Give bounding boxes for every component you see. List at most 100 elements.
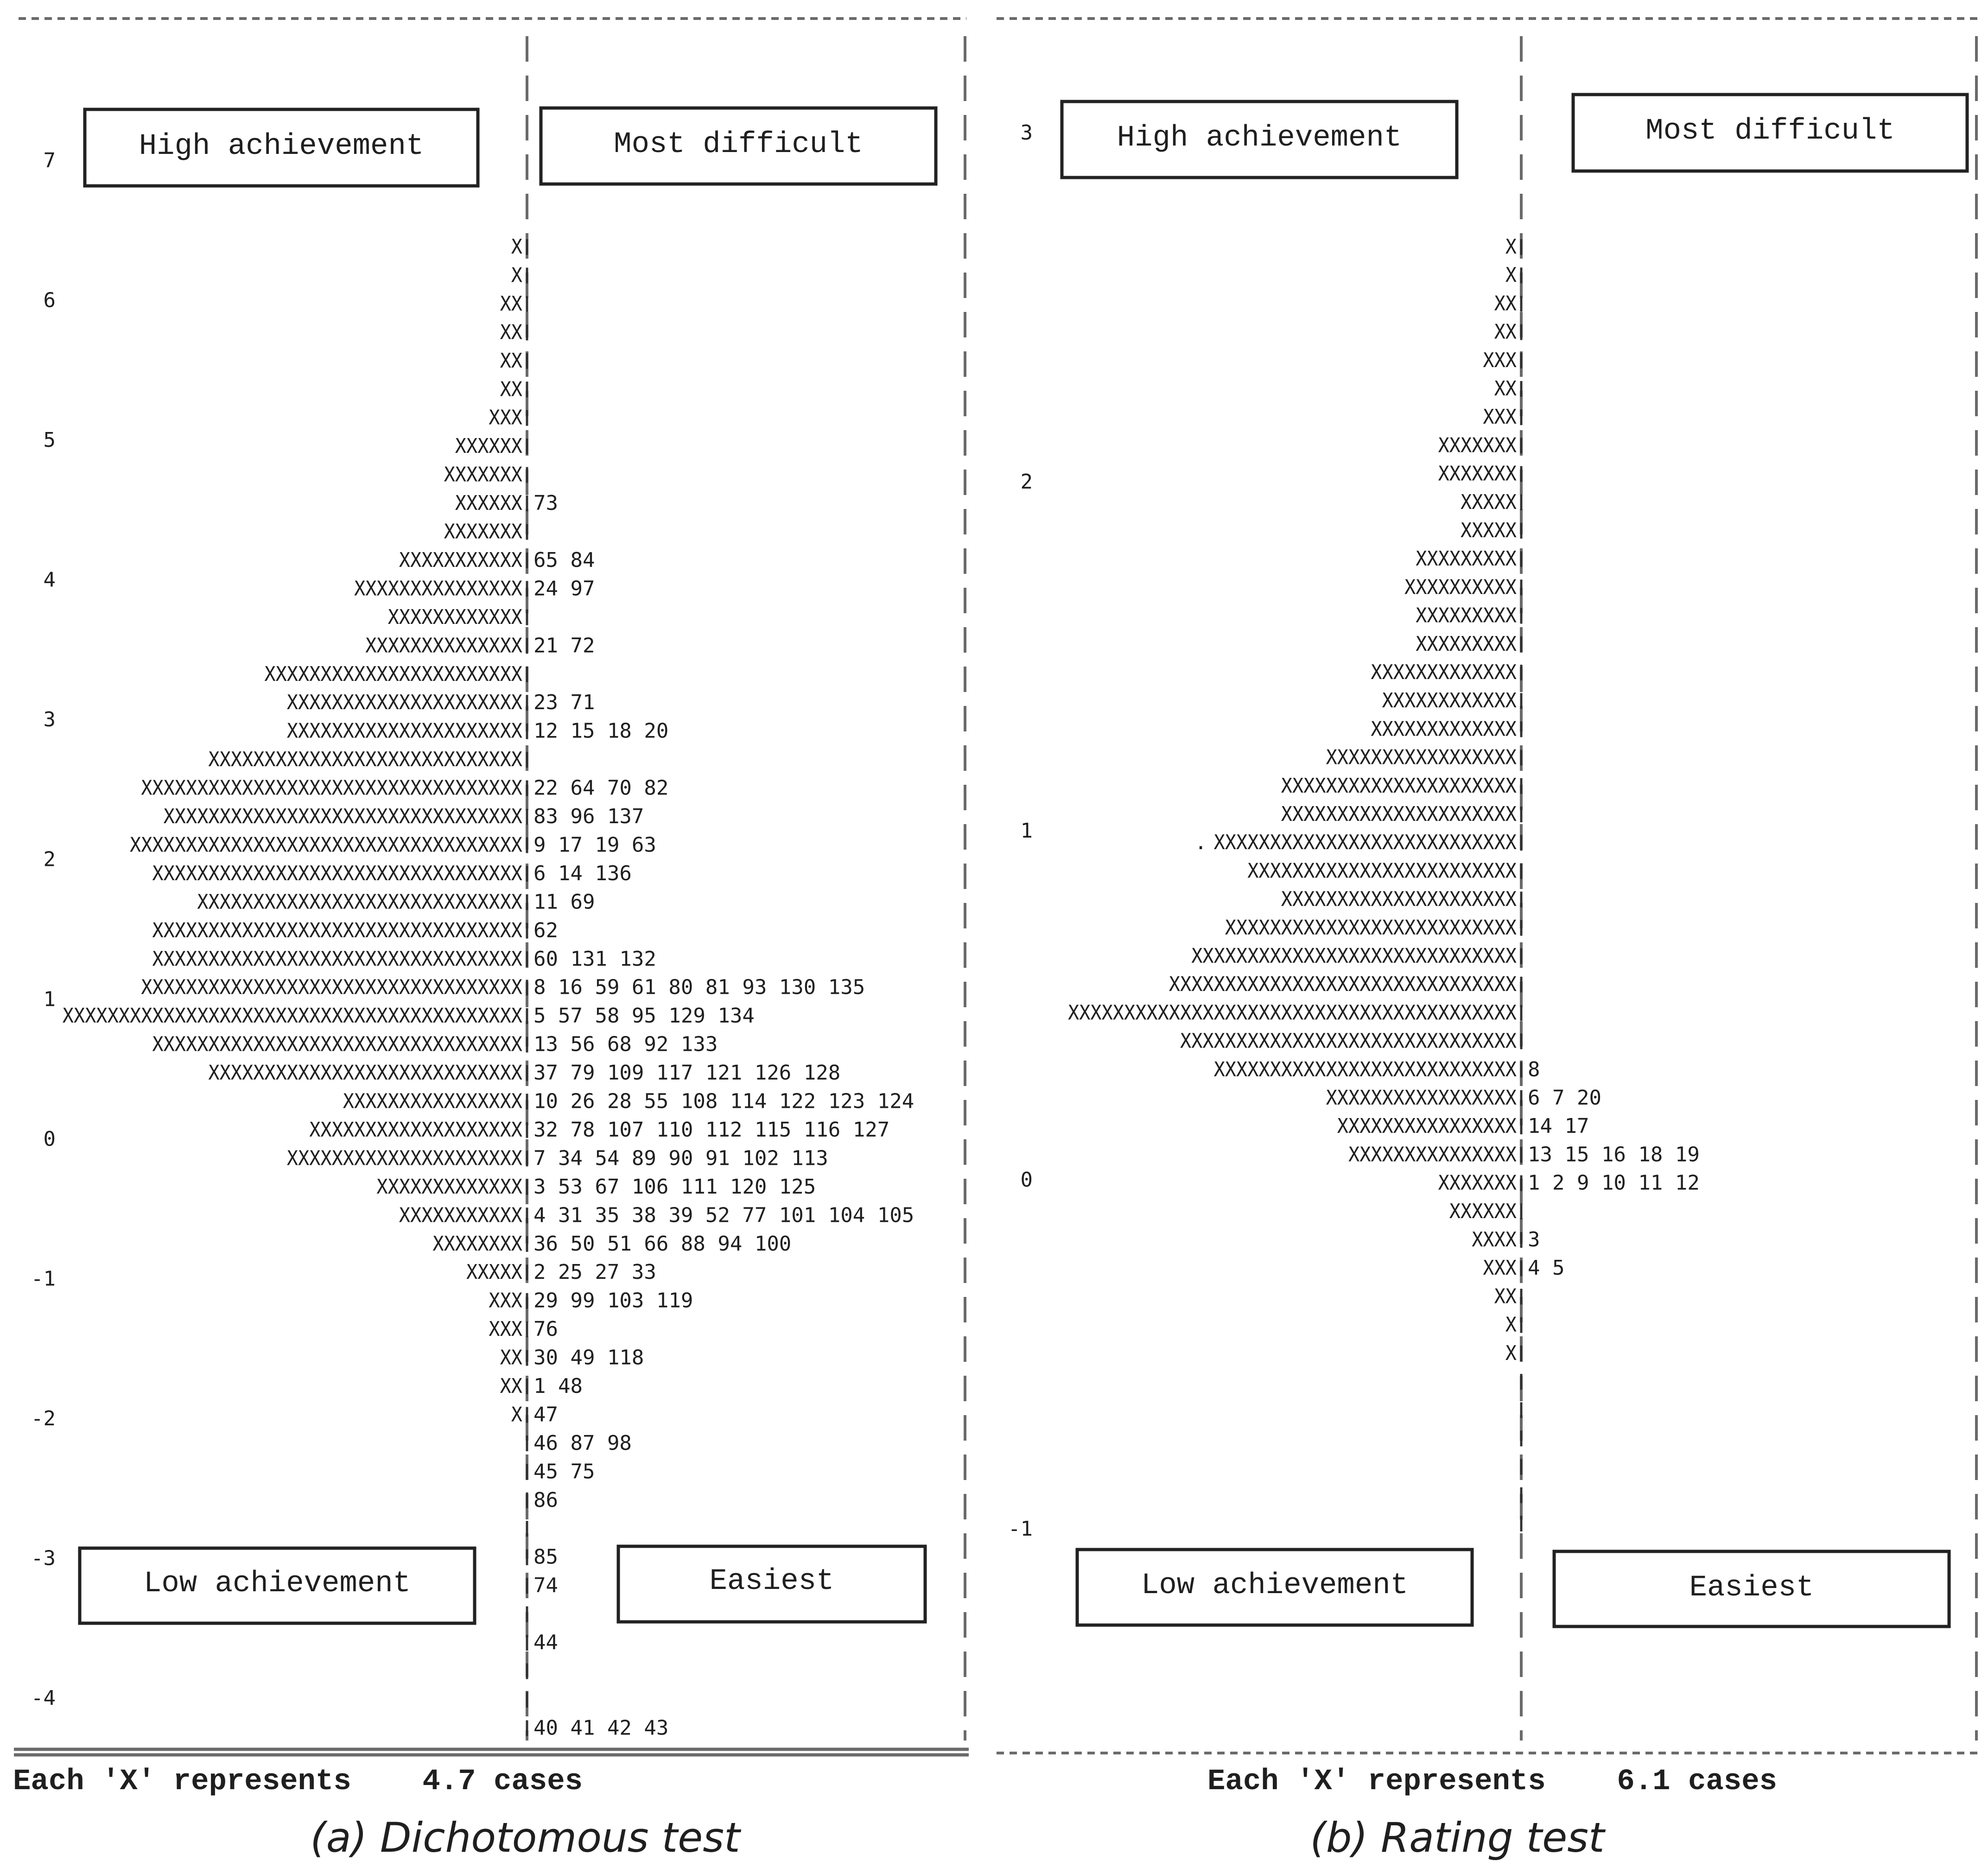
panel-b-easiest-label: Easiest bbox=[1689, 1571, 1814, 1605]
panel-b-person-bar: X bbox=[1505, 235, 1517, 259]
panel-a-row: XX bbox=[500, 320, 528, 344]
panel-a-row: XXXXXXXXXXXXXXXXXXXXXXXXXXXXXXXX 83 96 13… bbox=[164, 805, 644, 828]
panel-b-person-bar: XXXXXXXXXXXXXXXXXXXXX bbox=[1281, 774, 1517, 798]
panel-a-row: 44 bbox=[526, 1631, 558, 1654]
panel-b-person-bar: XXXXXXXXXXXXXXXXXXXXX bbox=[1281, 888, 1517, 911]
panel-b-row: XXXXXXXXXXXXXXXXXXXXXXXXXXXXX bbox=[1191, 944, 1523, 968]
panel-a-item-numbers: 86 bbox=[534, 1488, 558, 1512]
panel-b-row: XXXXXXXXX bbox=[1416, 547, 1523, 571]
panel-b-row: XXXXXXX bbox=[1438, 462, 1523, 486]
panel-b-person-bar: XXXXXXXXXXXXXXXXXXXXX bbox=[1281, 802, 1517, 826]
panel-b-person-bar: X bbox=[1505, 1313, 1517, 1337]
panel-a-person-bar: XXXXXX bbox=[455, 434, 523, 458]
panel-a-row: XXXXXXXXXXXXXXXXXXX 32 78 107 110 112 115… bbox=[309, 1118, 889, 1142]
panel-b-person-bar: X bbox=[1505, 1341, 1517, 1365]
panel-b-row: XXXXXX bbox=[1449, 1200, 1523, 1223]
panel-b-label-boxes: High achievement Most difficult Low achi… bbox=[1060, 93, 1969, 1628]
panel-b-row: X bbox=[1505, 235, 1523, 259]
panel-b-row: XXXXXXXXXXXX bbox=[1382, 689, 1523, 712]
panel-b-item-numbers: 4 5 bbox=[1528, 1256, 1564, 1280]
panel-a-item-numbers: 40 41 42 43 bbox=[534, 1716, 668, 1740]
panel-a-person-bar: XXXXXXXXXXXXX bbox=[376, 1175, 522, 1199]
panel-b-item-numbers: 13 15 16 18 19 bbox=[1528, 1143, 1700, 1166]
panel-a-item-numbers: 7 34 54 89 90 91 102 113 bbox=[534, 1146, 828, 1170]
panel-b-row: XX bbox=[1494, 1284, 1523, 1308]
panel-a-easiest-box bbox=[616, 1544, 927, 1624]
panel-a-easiest-label: Easiest bbox=[710, 1565, 834, 1598]
panel-b-rows: XXXXXXXXXXXXXXXXXXXXXXXXXXXXXXXXXXXXXXXX… bbox=[1068, 235, 1700, 1531]
panel-a-item-numbers: 45 75 bbox=[534, 1460, 595, 1483]
panel-a-item-numbers: 32 78 107 110 112 115 116 127 bbox=[534, 1118, 889, 1142]
panel-b-row: XXXXXXXXXXXXXXXXXXXXXXXXXXXXXX bbox=[1180, 1029, 1523, 1053]
panel-a-row: 86 bbox=[526, 1488, 558, 1512]
panel-a-row: XX 30 49 118 bbox=[500, 1346, 644, 1370]
panel-b-person-bar: XX bbox=[1494, 320, 1517, 344]
panel-a-row: XXXXXXXX 36 50 51 66 88 94 100 bbox=[432, 1232, 791, 1256]
panel-b-row: XXXXXXXXXXXXX bbox=[1371, 717, 1523, 741]
panel-a-y-tick-label: 1 bbox=[44, 987, 56, 1011]
panel-a-person-bar: XXXXXXXXXXXXXXXXXXXXXXXXXXXXXXXXX bbox=[152, 862, 522, 885]
panel-a-y-tick-label: 7 bbox=[44, 149, 56, 172]
panel-b-row: XXXXXXXXXXXXXXXXXXXXXXXXXX bbox=[1225, 916, 1523, 940]
panel-a-row: XXXXXXXXXXXXXXXXXXXXX 23 71 bbox=[287, 691, 595, 714]
panel-a-row: 45 75 bbox=[526, 1460, 595, 1483]
panel-a-item-numbers: 10 26 28 55 108 114 122 123 124 bbox=[534, 1090, 914, 1113]
panel-a-frame bbox=[14, 17, 969, 1757]
panel-b-row: X bbox=[1505, 1341, 1523, 1365]
panel-a-footer: Each 'X' represents 4.7 cases bbox=[13, 1765, 583, 1798]
panel-a-row: XXXXXXXXXXXXXXXXXXXXXXXXXXXXXXXXXXXXXXXX… bbox=[63, 1004, 755, 1028]
panel-a-item-numbers: 73 bbox=[534, 491, 558, 515]
panel-a-item-numbers: 3 53 67 106 111 120 125 bbox=[534, 1175, 816, 1199]
panel-a-person-bar: XXXXXXXXXXXXXXXXXXXXXXX bbox=[264, 662, 522, 686]
panel-b-row: XXXXXXXXXXXXX bbox=[1371, 661, 1523, 684]
panel-b-person-bar: XXXXXXXXXXXXXXXXXXXXXXXXXXX bbox=[1214, 1058, 1517, 1081]
panel-b-person-bar: XXX bbox=[1483, 349, 1517, 372]
panel-b-row: XXXXXXXXXXXXXXXXXXXXXXXXXXXXXXXXXXXXXXXX bbox=[1068, 1001, 1523, 1024]
panel-a-person-bar: XXXXXXXXXXXXXXXX bbox=[343, 1090, 523, 1113]
panel-a-person-bar: XXXXXXXXXXXXXXXXXXXXX bbox=[287, 691, 523, 714]
panel-a-item-numbers: 4 31 35 38 39 52 77 101 104 105 bbox=[534, 1203, 914, 1227]
panel-a-row: XXXXXXXXXXX 65 84 bbox=[399, 548, 595, 572]
panel-a-row: XXXXXXXXXXXXXXXXXXXXXXXXXXXXXXXXXXX 9 17 … bbox=[130, 833, 656, 857]
panel-b-person-bar: XXXXXXXXXXXXXXXXXXXXXXXXXXXXXXXXXXXXXXXX bbox=[1068, 1001, 1517, 1024]
panel-a-row: XX bbox=[500, 377, 528, 401]
panel-a-y-tick-label: 3 bbox=[44, 708, 56, 731]
panel-a-row: XXXXXXXXXXXXXXXXXXXXXXXXXXXXX 11 69 bbox=[197, 890, 595, 914]
panel-a-item-numbers: 8 16 59 61 80 81 93 130 135 bbox=[534, 976, 865, 999]
panel-a-row: XXXXXXXXXXXXXXXXXXXXXXXXXXXX bbox=[208, 748, 528, 771]
panel-a-person-bar: XXXXXXXXXXXXXXXXXXXXXXXXXXXXXXXXX bbox=[152, 947, 522, 971]
panel-a-row: XX bbox=[500, 292, 528, 316]
panel-a-y-tick-label: 4 bbox=[44, 568, 56, 592]
panel-b-row: XXXXXXXXXXXXXXXXXXXXX bbox=[1281, 774, 1523, 798]
panel-b-person-bar: XXXXXXX bbox=[1438, 1171, 1517, 1195]
panel-a-person-bar: XXXXXXXXXXXXXXX bbox=[354, 577, 522, 600]
panel-a-row: X bbox=[511, 235, 528, 259]
panel-a-row: XXXXX 2 25 27 33 bbox=[466, 1260, 656, 1284]
panel-a-most-difficult-label: Most difficult bbox=[614, 128, 863, 161]
panel-b-row: XXX bbox=[1483, 405, 1523, 429]
panel-b-person-bar: XXXXXXXXXXXXXXXXX bbox=[1326, 746, 1517, 769]
panel-b-row: XXXXXXXXXXXXXXXXX bbox=[1326, 746, 1523, 769]
panel-a-row: XXXXXXXXXXX 4 31 35 38 39 52 77 101 104 1… bbox=[399, 1203, 914, 1227]
panel-a-person-bar: X bbox=[511, 1403, 523, 1426]
panel-b-row: XXXXXXXXXXXXXXXXXXXXX bbox=[1281, 888, 1523, 911]
panel-a-person-bar: XXX bbox=[489, 1317, 522, 1341]
panel-b-item-numbers: 6 7 20 bbox=[1528, 1086, 1601, 1110]
panel-a-item-numbers: 85 bbox=[534, 1545, 558, 1569]
panel-a-row: XX bbox=[500, 349, 528, 373]
panel-a-person-bar: XXXXXXXXXXXXXXXXXXXXXXXXXXXX bbox=[208, 748, 522, 771]
panel-b-person-bar: XXXXXXXXXXXXXXXXXXXXXXXXXXXXXX bbox=[1180, 1029, 1517, 1053]
panel-a-row: XXXXXXXXXXXXXXXXXXXXXXXXXXXXXXXXXX 8 16 5… bbox=[141, 976, 865, 999]
panel-a-item-numbers: 60 131 132 bbox=[534, 947, 656, 971]
panel-a-person-bar: X bbox=[511, 235, 523, 259]
panel-a-item-numbers: 47 bbox=[534, 1403, 558, 1426]
panel-b-person-bar: XXXXXXXXX bbox=[1416, 632, 1517, 656]
panel-b-row: XX bbox=[1494, 292, 1523, 315]
panel-b-item-numbers: 8 bbox=[1528, 1058, 1540, 1081]
panel-b-person-bar: XXXXXXXXXXXXXXXX bbox=[1337, 1114, 1517, 1138]
panel-a-person-bar: XX bbox=[500, 292, 523, 316]
panel-b-person-bar: XXXXXXXXXXXX bbox=[1382, 689, 1517, 712]
panel-b-person-bar: XXXXXXX bbox=[1438, 433, 1517, 457]
panel-a-row: XXXXXXX bbox=[444, 520, 528, 544]
panel-a-person-bar: XXXXXXXXXXXXXXXXXXXXXXXXXXXXX bbox=[197, 890, 522, 914]
